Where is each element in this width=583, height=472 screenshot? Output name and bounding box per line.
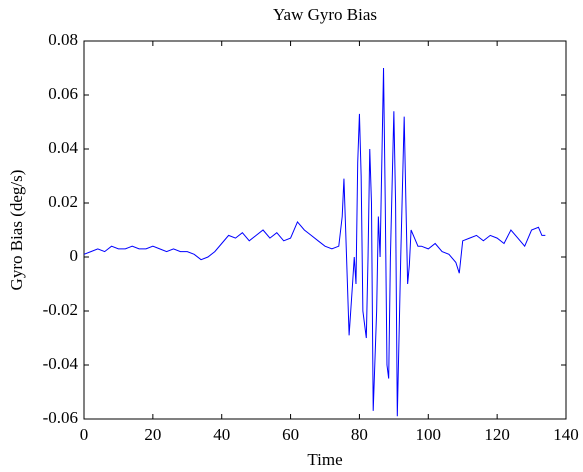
y-tick-label: 0.06 (48, 84, 78, 103)
x-tick-label: 0 (80, 425, 89, 444)
x-tick-label: 100 (416, 425, 442, 444)
y-axis-label: Gyro Bias (deg/s) (7, 170, 26, 291)
y-tick-label: 0.02 (48, 192, 78, 211)
x-tick-label: 120 (484, 425, 510, 444)
x-tick-label: 40 (213, 425, 230, 444)
y-tick-label: 0 (70, 246, 79, 265)
chart-title: Yaw Gyro Bias (273, 5, 377, 24)
x-tick-label: 20 (144, 425, 161, 444)
y-tick-label: -0.02 (43, 300, 78, 319)
y-tick-label: -0.04 (43, 354, 79, 373)
x-tick-label: 80 (351, 425, 368, 444)
x-axis-label: Time (307, 450, 342, 469)
y-tick-label: -0.06 (43, 408, 78, 427)
data-line (83, 67, 546, 417)
axes-box (83, 40, 567, 420)
x-tick-label: 60 (282, 425, 299, 444)
x-tick-label: 140 (553, 425, 579, 444)
y-tick-label: 0.08 (48, 30, 78, 49)
y-tick-label: 0.04 (48, 138, 78, 157)
